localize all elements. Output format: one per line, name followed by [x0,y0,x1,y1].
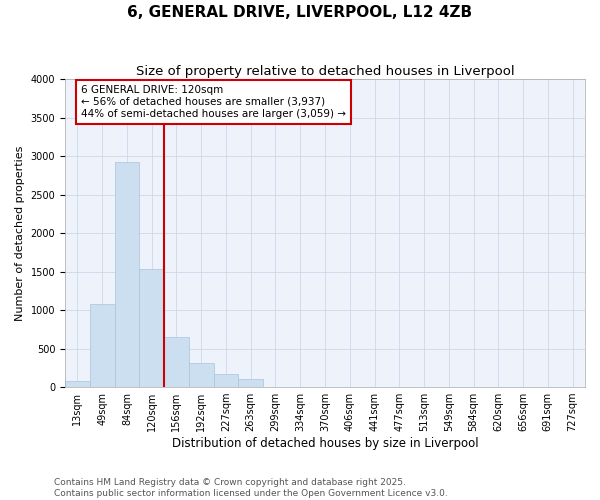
Bar [238,378,263,387]
Bar [65,382,90,387]
Title: Size of property relative to detached houses in Liverpool: Size of property relative to detached ho… [136,65,514,78]
Bar [189,363,214,387]
Text: 6 GENERAL DRIVE: 120sqm
← 56% of detached houses are smaller (3,937)
44% of semi: 6 GENERAL DRIVE: 120sqm ← 56% of detache… [81,86,346,118]
Text: Contains HM Land Registry data © Crown copyright and database right 2025.
Contai: Contains HM Land Registry data © Crown c… [54,478,448,498]
Y-axis label: Number of detached properties: Number of detached properties [15,146,25,321]
Bar [164,337,189,387]
Bar [139,270,164,387]
Text: 6, GENERAL DRIVE, LIVERPOOL, L12 4ZB: 6, GENERAL DRIVE, LIVERPOOL, L12 4ZB [127,5,473,20]
Bar [90,304,115,387]
Bar [115,162,139,387]
Bar [214,374,238,387]
X-axis label: Distribution of detached houses by size in Liverpool: Distribution of detached houses by size … [172,437,478,450]
